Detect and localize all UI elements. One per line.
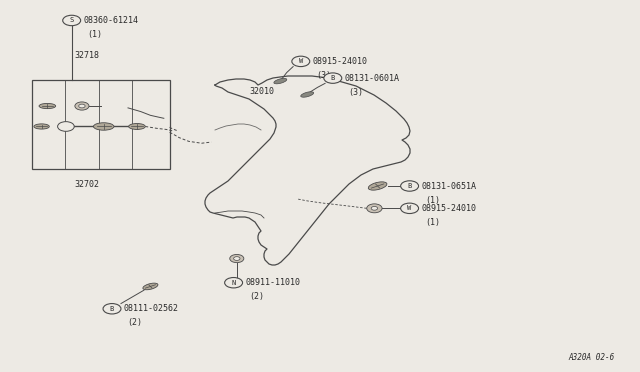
Text: 08131-0601A: 08131-0601A	[344, 74, 399, 83]
Circle shape	[58, 122, 74, 131]
Ellipse shape	[129, 124, 145, 129]
Text: 32010: 32010	[250, 87, 275, 96]
Ellipse shape	[34, 124, 49, 129]
Bar	[32, 80, 170, 169]
Text: N: N	[232, 280, 236, 286]
Ellipse shape	[274, 78, 287, 84]
Text: 08360-61214: 08360-61214	[83, 16, 138, 25]
Text: 08915-24010: 08915-24010	[421, 204, 476, 213]
Text: (1): (1)	[425, 196, 440, 205]
Text: W: W	[408, 205, 412, 211]
Text: 08915-24010: 08915-24010	[312, 57, 367, 66]
Circle shape	[324, 73, 342, 83]
Circle shape	[367, 204, 382, 213]
Text: A320A 02-6: A320A 02-6	[568, 353, 614, 362]
Circle shape	[225, 278, 243, 288]
Text: W: W	[299, 58, 303, 64]
Ellipse shape	[93, 123, 114, 130]
Circle shape	[401, 203, 419, 214]
Text: B: B	[408, 183, 412, 189]
Text: (1): (1)	[425, 218, 440, 227]
Text: S: S	[70, 17, 74, 23]
Circle shape	[230, 254, 244, 263]
Ellipse shape	[368, 182, 387, 190]
Circle shape	[63, 15, 81, 26]
Ellipse shape	[301, 92, 314, 97]
Text: 08111-02562: 08111-02562	[124, 304, 179, 313]
Text: 08131-0651A: 08131-0651A	[421, 182, 476, 190]
Text: 08911-11010: 08911-11010	[245, 278, 300, 287]
Circle shape	[292, 56, 310, 67]
Circle shape	[371, 206, 378, 210]
Ellipse shape	[143, 283, 158, 290]
Circle shape	[103, 304, 121, 314]
Text: (3): (3)	[348, 88, 363, 97]
Circle shape	[401, 181, 419, 191]
Ellipse shape	[39, 103, 56, 109]
Text: B: B	[110, 306, 114, 312]
Text: (1): (1)	[87, 30, 102, 39]
Text: 32702: 32702	[74, 180, 99, 189]
Text: (2): (2)	[249, 292, 264, 301]
Text: 32718: 32718	[74, 51, 99, 60]
Circle shape	[234, 257, 240, 260]
Text: (3): (3)	[316, 71, 331, 80]
Text: (2): (2)	[127, 318, 142, 327]
Text: B: B	[331, 75, 335, 81]
Circle shape	[79, 104, 85, 108]
Circle shape	[75, 102, 89, 110]
